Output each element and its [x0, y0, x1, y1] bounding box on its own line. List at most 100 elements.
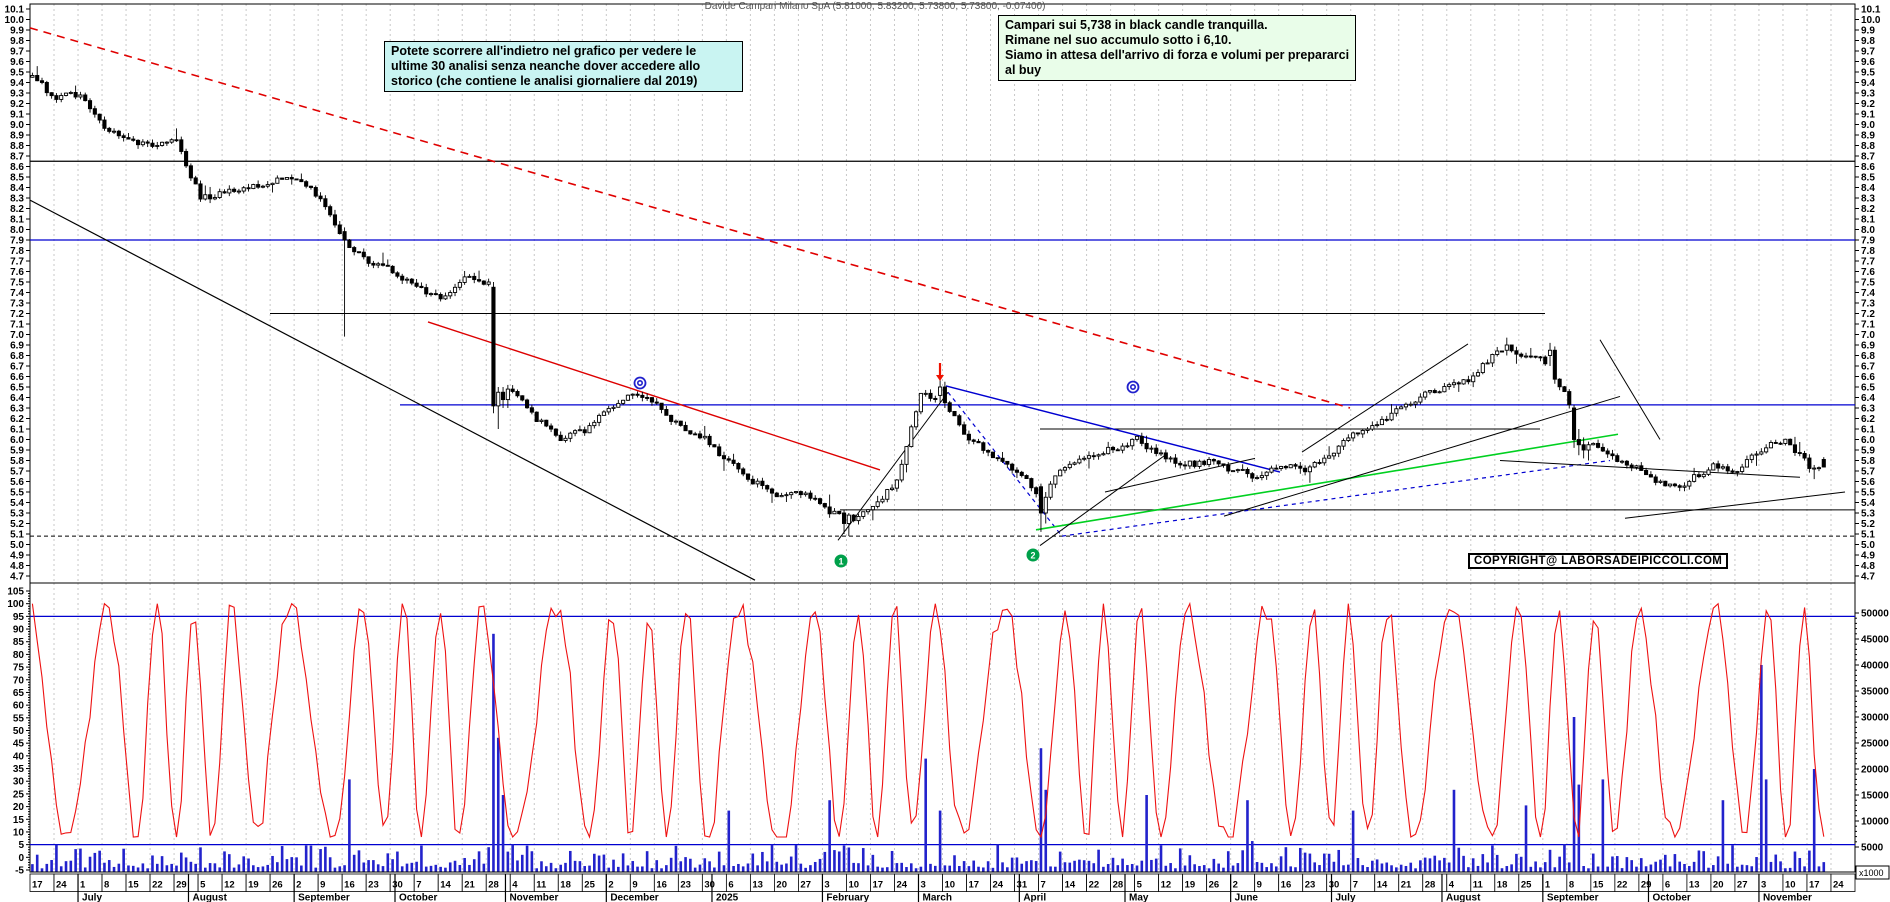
- svg-text:8.9: 8.9: [10, 131, 24, 142]
- svg-text:5.5: 5.5: [1861, 488, 1875, 499]
- svg-text:July: July: [82, 893, 102, 902]
- svg-text:September: September: [298, 893, 350, 902]
- svg-text:6.5: 6.5: [1861, 383, 1875, 394]
- svg-text:3: 3: [1761, 880, 1766, 891]
- chart-title: Davide Campari Milano SpA (5.81000, 5.83…: [704, 1, 1046, 12]
- numbered-circle-icon: 1: [834, 554, 848, 568]
- svg-text:5: 5: [18, 840, 24, 851]
- weekly-gridlines: [29, 4, 1856, 872]
- svg-text:9.6: 9.6: [1861, 57, 1875, 68]
- svg-text:16: 16: [344, 880, 355, 891]
- svg-text:August: August: [192, 893, 227, 902]
- svg-text:5.1: 5.1: [10, 530, 24, 541]
- svg-text:5.4: 5.4: [10, 498, 24, 509]
- date-axis: 17 24 1 8 15 22 29 5 12 19 26 2 9 16 23 30 7 14 21 28 4 11 18 2…: [29, 873, 1856, 892]
- svg-text:25: 25: [1521, 880, 1532, 891]
- svg-text:10.0: 10.0: [1861, 15, 1881, 26]
- svg-text:8: 8: [104, 880, 109, 891]
- volume-axis: 50000 45000 40000 35000 30000 25000 20000 15000…: [1855, 609, 1889, 854]
- copyright-badge: COPYRIGHT@ LABORSADEIPICCOLI.COM: [1468, 553, 1729, 569]
- svg-text:7.9: 7.9: [1861, 236, 1875, 247]
- svg-text:17: 17: [1809, 880, 1820, 891]
- svg-text:5: 5: [200, 880, 206, 891]
- svg-text:5.5: 5.5: [10, 488, 24, 499]
- svg-text:9: 9: [320, 880, 325, 891]
- svg-text:12: 12: [1161, 880, 1172, 891]
- trendlines: [29, 27, 1846, 581]
- horizontal-levels: [30, 160, 1855, 537]
- svg-text:5.9: 5.9: [10, 446, 24, 457]
- svg-text:19: 19: [1185, 880, 1196, 891]
- svg-text:7.4: 7.4: [1861, 288, 1875, 299]
- svg-text:October: October: [399, 893, 437, 902]
- svg-text:8.0: 8.0: [10, 225, 24, 236]
- svg-text:23: 23: [368, 880, 379, 891]
- svg-text:105: 105: [7, 587, 24, 598]
- svg-text:10.1: 10.1: [1861, 5, 1881, 16]
- svg-text:23: 23: [1305, 880, 1316, 891]
- svg-text:45: 45: [13, 739, 25, 750]
- svg-text:29: 29: [1641, 880, 1652, 891]
- svg-text:5.2: 5.2: [1861, 519, 1875, 530]
- oscillator-axis: 1051009590858075706560555045403530252015…: [7, 587, 30, 877]
- svg-text:3: 3: [824, 880, 829, 891]
- svg-text:8.9: 8.9: [1861, 131, 1875, 142]
- svg-text:28: 28: [1113, 880, 1124, 891]
- svg-text:November: November: [509, 893, 558, 902]
- svg-text:2: 2: [1030, 550, 1035, 560]
- svg-text:30: 30: [704, 880, 715, 891]
- svg-text:8.4: 8.4: [10, 183, 24, 194]
- svg-text:9.5: 9.5: [10, 68, 24, 79]
- svg-text:5.6: 5.6: [10, 477, 24, 488]
- svg-text:25000: 25000: [1861, 739, 1889, 750]
- svg-text:31: 31: [1017, 880, 1028, 891]
- svg-text:5: 5: [1137, 880, 1143, 891]
- numbered-circle-icon: 2: [1026, 548, 1040, 562]
- svg-text:February: February: [826, 893, 869, 902]
- svg-text:8.1: 8.1: [1861, 215, 1875, 226]
- svg-text:May: May: [1129, 893, 1149, 902]
- svg-text:24: 24: [56, 880, 67, 891]
- svg-text:5.8: 5.8: [1861, 456, 1875, 467]
- candles-series: [30, 66, 1826, 537]
- svg-text:14: 14: [440, 880, 451, 891]
- svg-text:7.8: 7.8: [10, 246, 24, 257]
- svg-text:6.2: 6.2: [10, 414, 24, 425]
- svg-text:7.7: 7.7: [10, 257, 24, 268]
- svg-text:20: 20: [1713, 880, 1724, 891]
- svg-text:20000: 20000: [1861, 765, 1889, 776]
- svg-text:1: 1: [838, 556, 843, 566]
- svg-text:6.5: 6.5: [10, 383, 24, 394]
- svg-text:45000: 45000: [1861, 635, 1889, 646]
- svg-text:10: 10: [945, 880, 956, 891]
- svg-text:20: 20: [13, 802, 25, 813]
- svg-text:30: 30: [392, 880, 403, 891]
- svg-text:5.2: 5.2: [10, 519, 24, 530]
- svg-text:8.7: 8.7: [10, 152, 24, 163]
- svg-text:July: July: [1336, 893, 1356, 902]
- svg-text:9.3: 9.3: [1861, 89, 1875, 100]
- svg-text:5.0: 5.0: [10, 540, 24, 551]
- svg-text:15: 15: [128, 880, 139, 891]
- svg-text:7.4: 7.4: [10, 288, 24, 299]
- svg-text:6.0: 6.0: [10, 435, 24, 446]
- svg-text:16: 16: [1281, 880, 1292, 891]
- svg-text:9.1: 9.1: [10, 110, 24, 121]
- svg-text:6.3: 6.3: [10, 404, 24, 415]
- svg-text:21: 21: [1401, 880, 1412, 891]
- svg-text:40000: 40000: [1861, 661, 1889, 672]
- svg-text:8.3: 8.3: [1861, 194, 1875, 205]
- svg-text:35000: 35000: [1861, 687, 1889, 698]
- svg-text:18: 18: [560, 880, 571, 891]
- svg-text:6.6: 6.6: [10, 372, 24, 383]
- svg-text:28: 28: [488, 880, 499, 891]
- svg-text:7: 7: [1353, 880, 1358, 891]
- svg-text:5.8: 5.8: [10, 456, 24, 467]
- svg-text:20: 20: [776, 880, 787, 891]
- svg-text:95: 95: [13, 612, 25, 623]
- svg-text:24: 24: [896, 880, 907, 891]
- svg-text:4: 4: [512, 880, 518, 891]
- svg-text:8.3: 8.3: [10, 194, 24, 205]
- oscillator-blue-levels: [30, 615, 1855, 846]
